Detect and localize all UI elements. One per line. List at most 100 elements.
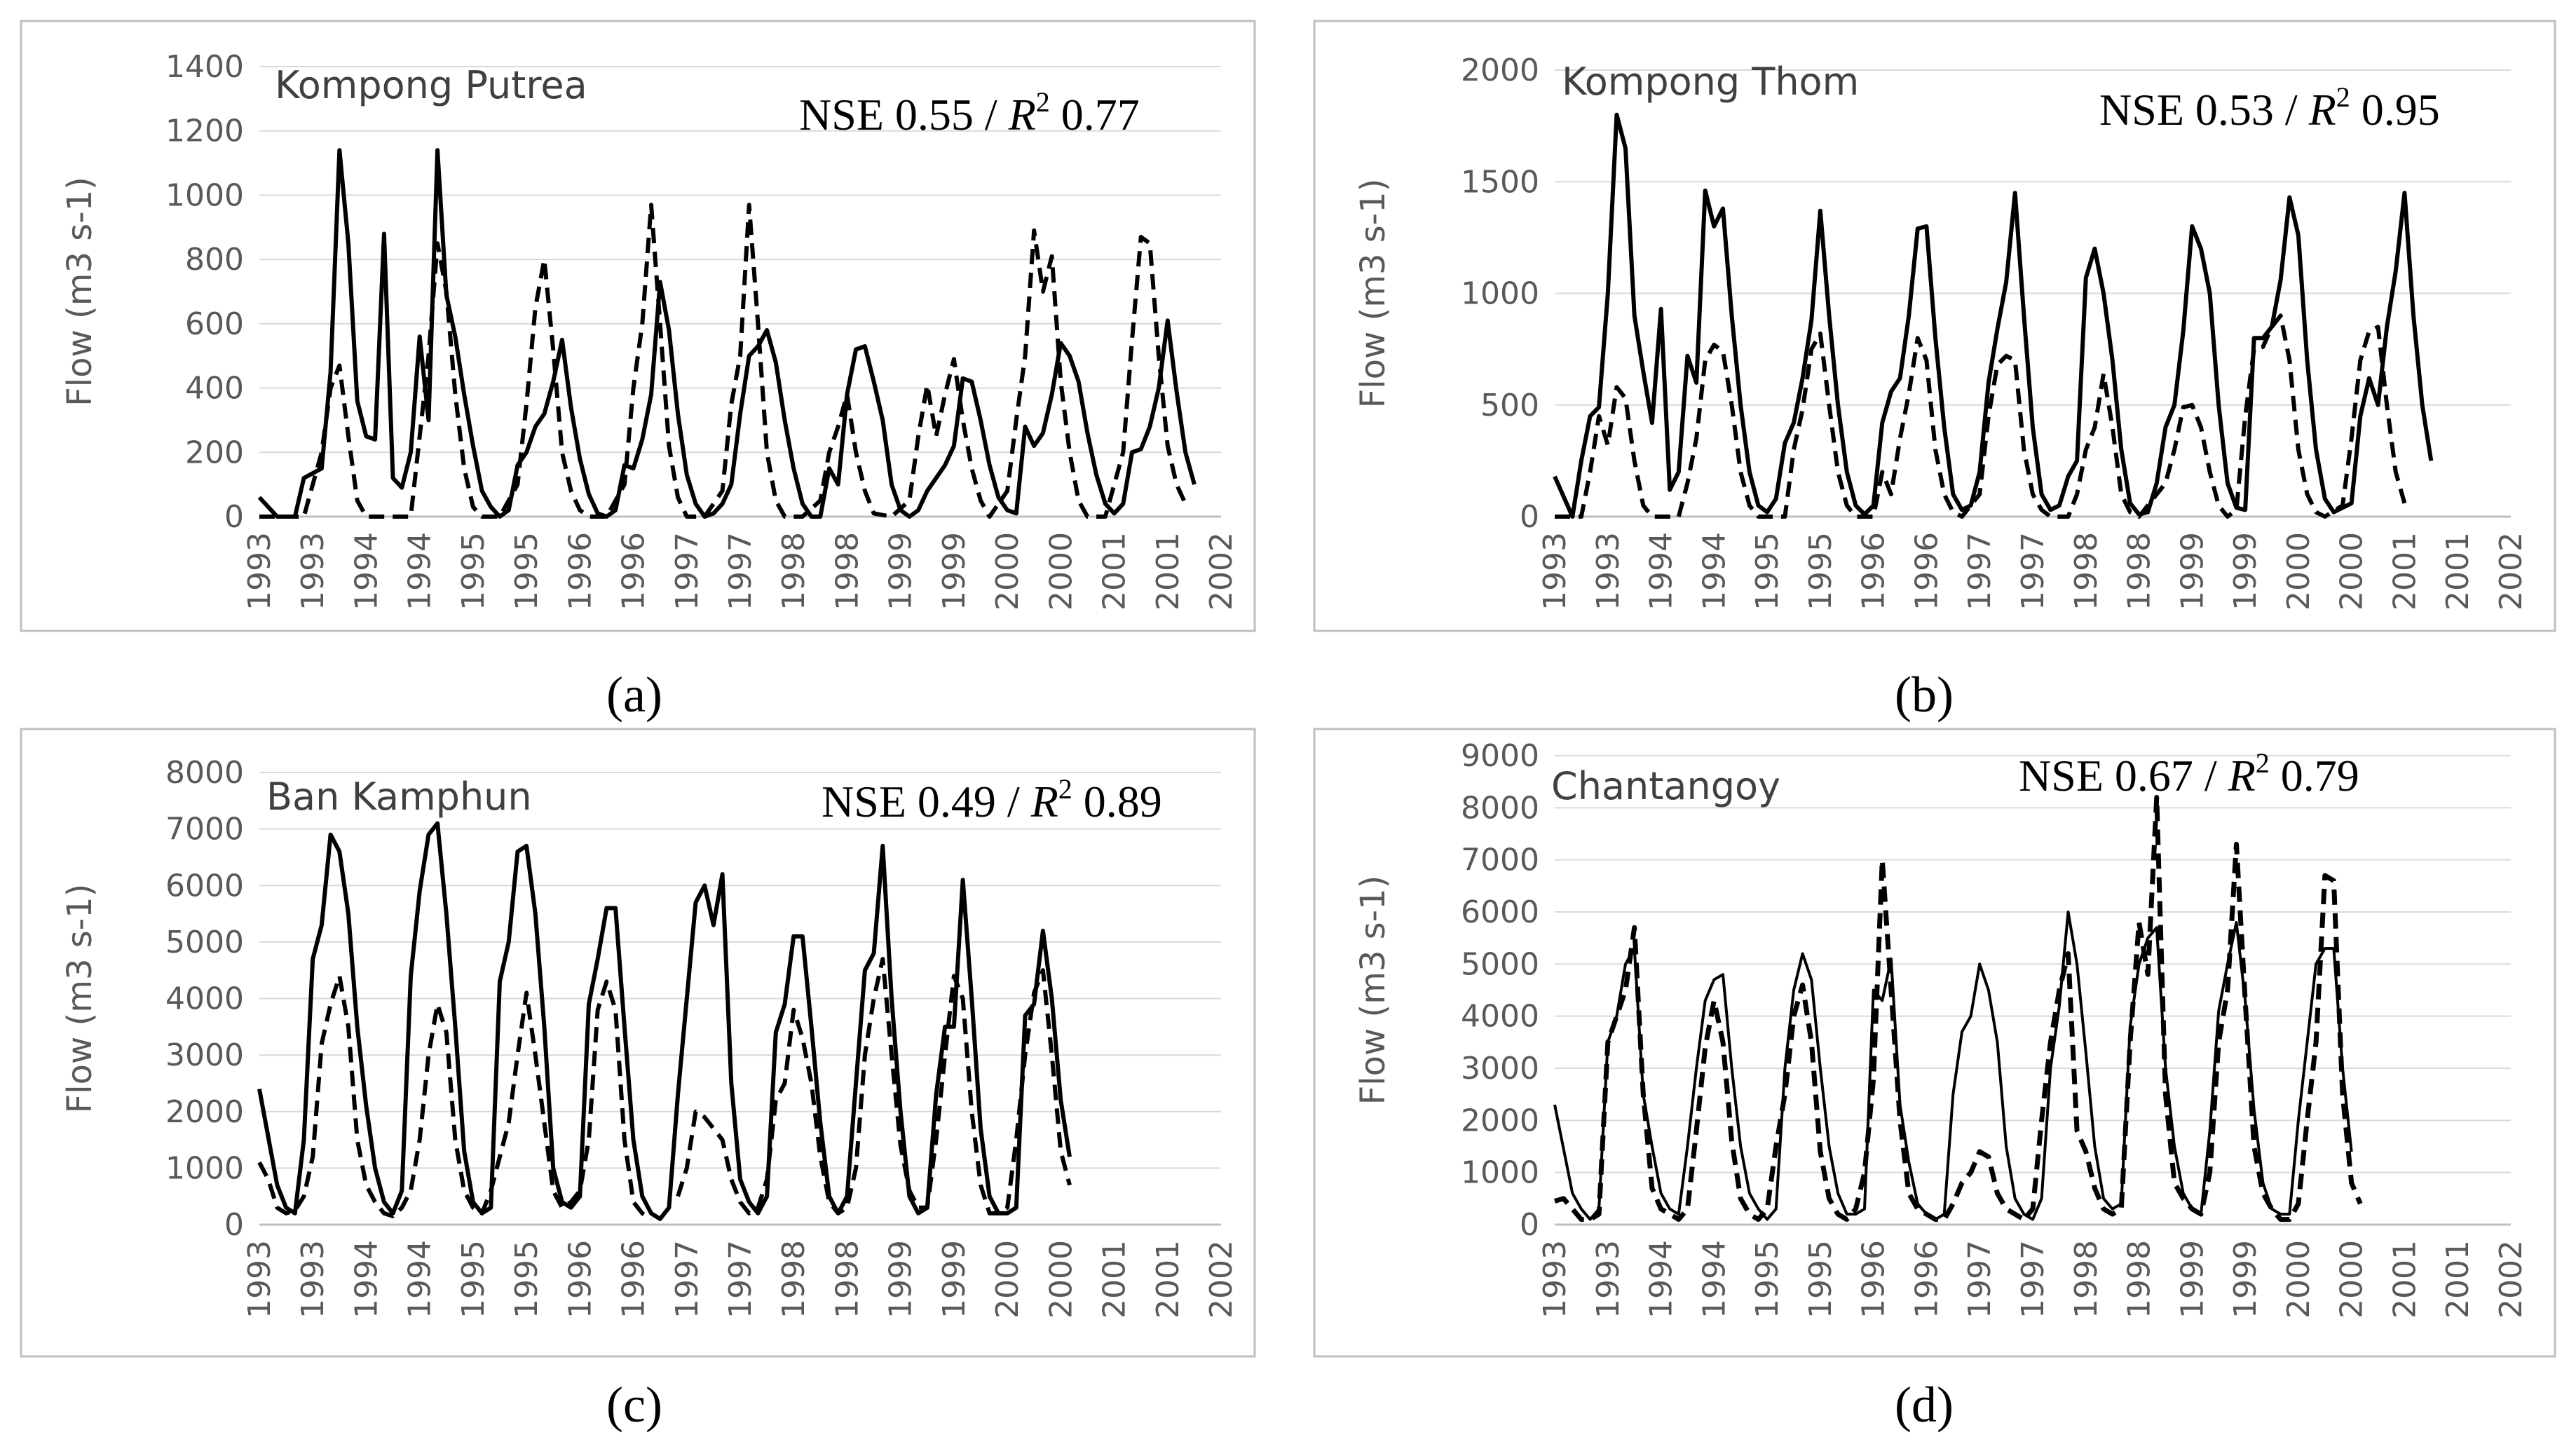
x-tick-label: 2001 [2440,1240,2476,1319]
y-tick-label: 7000 [165,812,244,847]
y-tick-label: 1000 [1461,1155,1539,1191]
chart-frame [1313,728,2556,1358]
x-tick-label: 2002 [2493,532,2529,611]
x-tick-label: 1997 [723,1240,758,1319]
x-tick-label: 2001 [2440,532,2476,611]
x-tick-label: 1998 [2122,1240,2158,1319]
x-tick-label: 1995 [1803,1240,1839,1319]
y-tick-label: 600 [185,306,244,342]
x-tick-label: 1994 [348,532,384,611]
y-tick-label: 800 [185,242,244,278]
x-tick-label: 1995 [456,532,491,611]
panel-caption: (d) [1895,1377,1954,1433]
x-tick-label: 2002 [2493,1240,2529,1319]
station-name: Kompong Thom [1562,60,1859,104]
y-tick-label: 4000 [165,981,244,1017]
series-line-dashed [257,957,1072,1221]
x-tick-label: 1997 [669,532,705,611]
x-tick-label: 1997 [2015,1240,2051,1319]
x-tick-label: 1997 [2015,532,2051,611]
y-tick-label: 1400 [165,49,244,85]
nse-r2-annotation: NSE 0.53 / R2 0.95 [2099,81,2440,135]
x-tick-label: 2000 [2334,1240,2370,1319]
nse-text: NSE 0.53 / [2099,85,2309,135]
x-tick-label: 1996 [1856,1240,1892,1319]
r2-superscript: 2 [2336,81,2350,113]
r2-superscript: 2 [2256,747,2270,779]
x-tick-label: 1995 [1803,532,1839,611]
y-tick-label: 500 [1480,388,1539,423]
station-name: Ban Kamphun [266,775,532,819]
x-tick-label: 1998 [2069,532,2104,611]
r2-value: 0.77 [1050,90,1140,139]
y-tick-label: 1500 [1461,164,1539,200]
x-tick-label: 1996 [1909,1240,1944,1319]
x-tick-label: 1996 [1856,532,1892,611]
x-tick-label: 1999 [2228,532,2263,611]
r2-symbol: R [2308,85,2336,135]
y-axis-label: Flow (m3 s-1) [1354,876,1393,1105]
x-tick-label: 2001 [1150,1240,1186,1319]
x-tick-label: 1997 [1962,1240,1998,1319]
y-tick-label: 1000 [165,1150,244,1186]
y-axis-label: Flow (m3 s-1) [60,884,100,1114]
y-tick-label: 0 [1520,499,1539,535]
series-line-solid [1553,911,2353,1221]
x-tick-label: 1993 [242,532,278,611]
y-tick-label: 0 [224,499,244,535]
y-tick-label: 6000 [1461,894,1539,930]
x-tick-label: 1995 [509,1240,545,1319]
panel-a: 0 200 400 600 800 1000 1200 1400 1993 1993 1994 199… [20,20,1256,632]
panel-caption: (c) [606,1377,662,1433]
y-tick-label: 2000 [1461,53,1539,88]
x-tick-label: 1997 [669,1240,705,1319]
y-tick-label: 9000 [1461,738,1539,774]
x-tick-label: 2001 [1097,1240,1133,1319]
x-tick-label: 1996 [562,1240,598,1319]
r2-symbol: R [1030,777,1058,826]
x-tick-label: 1998 [776,1240,812,1319]
x-tick-label: 1994 [402,1240,438,1319]
y-tick-label: 0 [1520,1207,1539,1243]
y-axis-label: Flow (m3 s-1) [1354,179,1393,409]
y-axis-label: Flow (m3 s-1) [60,177,100,407]
r2-superscript: 2 [1058,773,1072,805]
y-tick-label: 4000 [1461,999,1539,1035]
x-tick-label: 1993 [1590,1240,1626,1319]
r2-superscript: 2 [1036,86,1050,118]
nse-r2-annotation: NSE 0.55 / R2 0.77 [799,86,1140,139]
y-tick-label: 6000 [165,868,244,904]
y-tick-label: 2000 [1461,1103,1539,1138]
x-tick-label: 2001 [2387,1240,2422,1319]
x-tick-label: 1993 [1537,532,1573,611]
series-line-dashed [1554,795,2363,1222]
x-tick-label: 1995 [1750,1240,1785,1319]
x-tick-label: 2000 [2334,532,2370,611]
x-tick-label: 2000 [990,1240,1025,1319]
panel-b: 0 500 1000 1500 2000 1993 1993 1994 1994 1995 1995… [1313,20,2556,632]
y-tick-label: 7000 [1461,843,1539,878]
x-tick-label: 1993 [242,1240,278,1319]
y-tick-label: 400 [185,371,244,407]
station-name: Chantangoy [1551,764,1780,808]
panel-c: 0 1000 2000 3000 4000 5000 6000 7000 8000 1993 199… [20,728,1256,1358]
x-tick-label: 1993 [295,532,331,611]
y-tick-label: 1000 [165,177,244,213]
y-tick-label: 0 [224,1207,244,1243]
y-tick-label: 8000 [1461,790,1539,826]
x-tick-label: 2001 [2387,532,2422,611]
x-tick-label: 2001 [1097,532,1133,611]
y-tick-label: 1000 [1461,276,1539,312]
x-tick-label: 1996 [1909,532,1944,611]
x-tick-label: 1995 [1750,532,1785,611]
y-tick-label: 5000 [1461,946,1539,982]
x-tick-label: 2002 [1204,1240,1239,1319]
x-tick-label: 1999 [936,1240,972,1319]
chart-frame [20,20,1256,632]
nse-text: NSE 0.55 / [799,90,1009,139]
x-tick-label: 2000 [2281,532,2317,611]
x-tick-label: 1999 [883,1240,919,1319]
x-tick-label: 2000 [2281,1240,2317,1319]
x-tick-label: 1994 [348,1240,384,1319]
